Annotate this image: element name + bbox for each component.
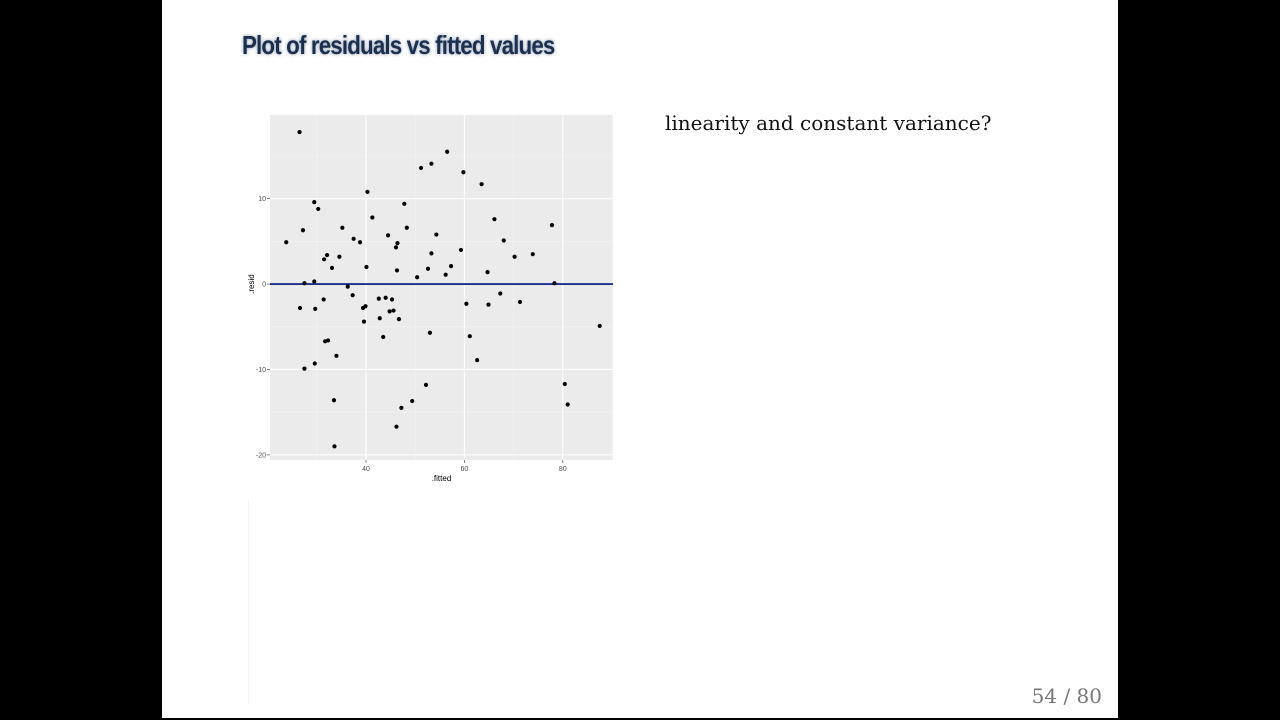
data-point — [383, 295, 388, 300]
data-point — [415, 275, 420, 280]
data-point — [399, 405, 404, 411]
data-point — [394, 424, 399, 429]
slide: Plot of residuals vs fitted values 40 60 8… — [162, 0, 1118, 718]
data-point — [467, 334, 472, 339]
x-tick-label: 40 — [362, 466, 370, 473]
page-indicator: 54 / 80 — [1031, 684, 1102, 708]
data-point — [321, 297, 326, 302]
data-point — [429, 251, 434, 256]
data-point — [337, 254, 342, 259]
data-point — [395, 240, 400, 246]
x-tick-label: 60 — [460, 466, 468, 473]
data-point — [434, 232, 439, 237]
data-point — [530, 252, 535, 257]
data-point — [351, 236, 356, 241]
data-point — [448, 264, 454, 269]
data-point — [302, 281, 307, 286]
data-point — [501, 238, 506, 243]
residuals-scatter-plot: 40 60 80 -20 -10 0 10 .fitted .resid — [247, 115, 613, 483]
data-point — [332, 444, 337, 449]
data-point — [322, 257, 327, 262]
plot-panel — [270, 115, 613, 460]
data-point — [423, 382, 429, 387]
data-point — [357, 240, 363, 245]
data-point — [461, 170, 466, 175]
data-point — [340, 225, 345, 230]
data-point — [597, 323, 602, 329]
data-point — [475, 357, 480, 363]
data-point — [486, 302, 491, 307]
data-point — [387, 309, 392, 314]
y-axis-label: .resid — [247, 274, 256, 294]
x-tick-label: 80 — [559, 466, 567, 473]
data-point — [300, 228, 306, 233]
data-point — [410, 398, 415, 404]
data-point — [376, 296, 381, 301]
data-point — [331, 398, 337, 403]
data-point — [393, 245, 399, 250]
data-point — [381, 334, 386, 340]
data-point — [325, 338, 331, 343]
data-point — [458, 247, 464, 253]
data-point — [345, 284, 350, 289]
data-point — [492, 217, 497, 222]
data-point — [517, 299, 523, 305]
data-point — [565, 402, 570, 407]
data-point — [334, 353, 339, 358]
data-point — [479, 182, 484, 187]
y-tick-label: 10 — [258, 196, 266, 203]
data-point — [363, 304, 368, 309]
data-point — [512, 254, 517, 259]
y-tick-label: -10 — [256, 367, 266, 374]
data-point — [312, 200, 317, 205]
data-point — [429, 161, 434, 166]
data-point — [418, 165, 424, 171]
data-point — [552, 281, 557, 286]
data-point — [396, 316, 402, 322]
data-point — [324, 252, 330, 258]
data-point — [425, 266, 431, 271]
slide-question: linearity and constant variance? — [665, 111, 992, 135]
data-point — [498, 291, 503, 296]
data-point — [377, 316, 382, 321]
data-point — [386, 233, 391, 238]
data-point — [391, 308, 396, 313]
data-point — [389, 297, 395, 302]
data-point — [549, 223, 555, 228]
data-point — [316, 206, 321, 212]
data-point — [364, 264, 369, 270]
divider — [248, 500, 249, 705]
data-point — [313, 306, 318, 311]
data-point — [394, 268, 400, 273]
data-point — [365, 189, 370, 194]
x-axis-label: .fitted — [432, 474, 452, 483]
data-point — [329, 265, 335, 270]
y-tick-label: 0 — [262, 281, 266, 288]
data-point — [562, 381, 567, 387]
slide-title: Plot of residuals vs fitted values — [242, 30, 555, 60]
data-point — [443, 272, 448, 277]
data-point — [361, 319, 367, 324]
data-point — [350, 293, 355, 298]
data-point — [427, 330, 433, 335]
data-point — [402, 201, 407, 206]
data-point — [485, 270, 490, 275]
data-point — [404, 225, 409, 230]
data-point — [370, 215, 375, 220]
y-tick-label: -20 — [256, 452, 266, 459]
data-point — [297, 305, 303, 311]
data-point — [302, 366, 307, 371]
data-point — [297, 129, 302, 135]
data-point — [445, 149, 450, 154]
data-point — [284, 240, 289, 245]
data-point — [312, 361, 317, 366]
data-point — [464, 301, 469, 306]
data-point — [312, 279, 317, 284]
